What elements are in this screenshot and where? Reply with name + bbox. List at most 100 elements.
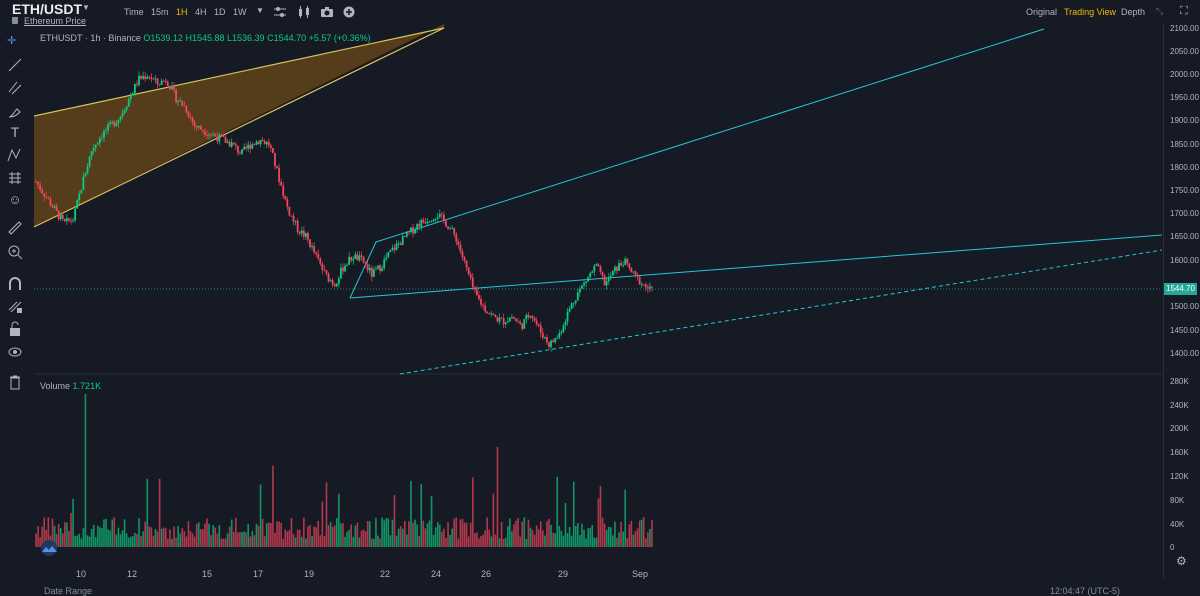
volume-label: 240K: [1170, 401, 1189, 410]
text-icon[interactable]: T: [10, 124, 20, 140]
trash-icon[interactable]: [7, 374, 23, 390]
volume-bar: [521, 521, 524, 547]
collapse-icon[interactable]: ⤡: [1156, 6, 1164, 16]
candle-body: [531, 316, 534, 318]
settings-icon[interactable]: [273, 6, 287, 18]
chart-settings-icon[interactable]: ⚙: [1176, 554, 1187, 568]
crosshair-icon[interactable]: ✛: [7, 35, 17, 47]
candle-body: [597, 264, 600, 267]
legend-pair[interactable]: ETHUSDT · 1h · Binance: [40, 33, 141, 43]
pattern-icon[interactable]: [7, 147, 23, 163]
view-trading-view[interactable]: Trading View: [1064, 7, 1117, 17]
volume-bar: [519, 536, 521, 547]
candle-body: [599, 266, 602, 273]
volume-bar: [183, 531, 186, 547]
candle-body: [377, 265, 379, 269]
subtitle-link[interactable]: Ethereum Price: [24, 16, 87, 26]
price-label: 1650.00: [1170, 232, 1199, 241]
candle-body: [496, 317, 499, 322]
ruler-icon[interactable]: [7, 220, 23, 236]
candle-body: [162, 80, 165, 82]
volume-bar: [214, 527, 217, 547]
price-axis[interactable]: 2100.00 2050.00 2000.00 1950.00 1900.00 …: [1163, 24, 1200, 579]
candle-body: [403, 236, 406, 237]
volume-bar: [169, 529, 171, 547]
volume-bar: [474, 533, 476, 547]
candle-body: [360, 255, 363, 257]
trendline-icon[interactable]: [7, 57, 23, 73]
volume-bar: [261, 518, 264, 547]
candles: [35, 71, 653, 352]
candle-body: [212, 134, 215, 136]
indicators-icon[interactable]: [297, 6, 311, 18]
magnet-icon[interactable]: [7, 276, 23, 292]
more-timeframes-icon[interactable]: ▼: [256, 6, 264, 15]
price-chart[interactable]: [34, 24, 1162, 579]
fib-icon[interactable]: [7, 80, 23, 96]
volume-bar: [356, 522, 359, 547]
candle-body: [368, 267, 371, 271]
tab-time[interactable]: Time: [124, 7, 144, 17]
candle-body: [364, 262, 367, 265]
volume-label: 280K: [1170, 377, 1189, 386]
symbol-title[interactable]: ETH/USDT: [12, 1, 82, 17]
legend-open: O1539.12: [143, 33, 183, 43]
volume-bar: [300, 536, 303, 547]
volume-bar: [620, 521, 622, 547]
candle-body: [84, 173, 87, 177]
chevron-down-icon[interactable]: ▼: [82, 3, 90, 12]
candle-body: [601, 272, 604, 276]
candle-body: [358, 255, 361, 261]
prediction-icon[interactable]: [7, 170, 23, 186]
volume-bar: [550, 524, 552, 547]
volume-bar: [511, 531, 513, 547]
volume-bar: [546, 521, 548, 547]
tab-15m[interactable]: 15m: [151, 7, 169, 17]
candle-body: [626, 258, 629, 264]
candle-body: [121, 113, 124, 117]
volume-bar: [469, 522, 472, 547]
view-original[interactable]: Original: [1026, 7, 1058, 17]
candle-body: [90, 151, 93, 157]
candle-body: [426, 222, 429, 224]
candle-body: [119, 116, 122, 120]
candle-body: [638, 276, 641, 285]
add-icon[interactable]: [342, 6, 356, 18]
volume-bar: [74, 536, 76, 547]
candle-body: [475, 289, 478, 296]
tab-4h[interactable]: 4H: [195, 7, 207, 17]
emoji-icon[interactable]: ☺: [8, 192, 22, 207]
eye-icon[interactable]: [7, 344, 23, 360]
tab-1h[interactable]: 1H: [176, 7, 188, 17]
candle-body: [412, 227, 414, 234]
candle-body: [138, 75, 140, 85]
fullscreen-icon[interactable]: ⛶: [1180, 5, 1188, 17]
candle-body: [144, 76, 147, 79]
view-depth[interactable]: Depth: [1121, 7, 1146, 17]
candle-body: [537, 324, 540, 326]
lock-icon[interactable]: [7, 321, 23, 337]
date-range-button[interactable]: Date Range: [44, 586, 93, 596]
candle-body: [218, 134, 221, 142]
candle-body: [385, 257, 388, 260]
volume-bar: [156, 531, 159, 547]
volume-bar: [121, 530, 124, 547]
candle-body: [216, 136, 219, 142]
legend-high: H1545.88: [185, 33, 225, 43]
zoom-in-icon[interactable]: [7, 244, 23, 260]
brush-icon[interactable]: [7, 103, 23, 119]
tab-1d[interactable]: 1D: [214, 7, 226, 17]
candle-body: [578, 288, 581, 293]
volume-bar: [247, 523, 250, 547]
candle-body: [59, 214, 62, 220]
volume-label[interactable]: Volume: [40, 381, 71, 391]
lock-drawings-icon[interactable]: [7, 298, 23, 314]
volume-bar: [237, 532, 239, 547]
volume-bar: [494, 534, 497, 547]
volume-bar: [319, 535, 322, 547]
camera-icon[interactable]: [320, 6, 334, 18]
candle-body: [249, 144, 252, 149]
volume-bar: [109, 530, 111, 547]
candle-body: [445, 220, 447, 227]
tab-1w[interactable]: 1W: [233, 7, 247, 17]
